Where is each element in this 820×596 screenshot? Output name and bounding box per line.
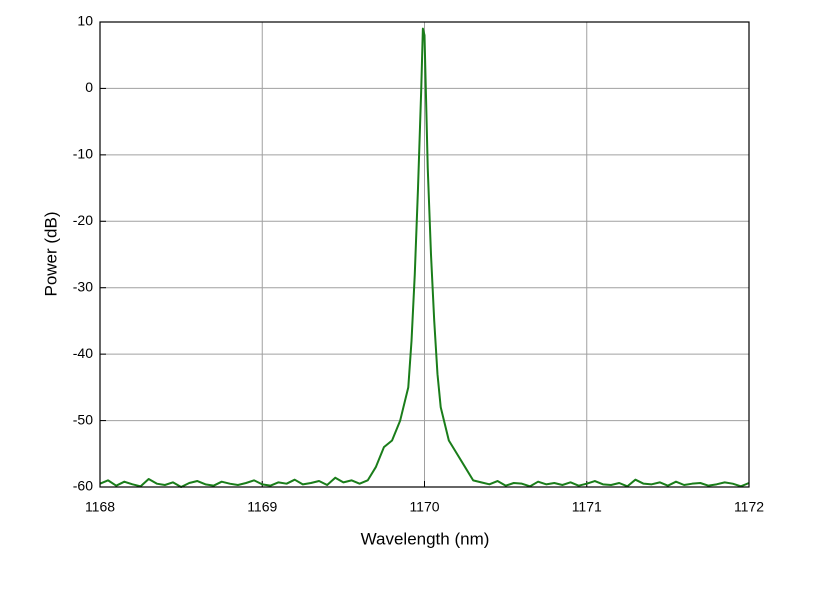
x-tick-label: 1168 bbox=[85, 499, 115, 515]
y-tick-label: -20 bbox=[73, 212, 93, 228]
y-tick-label: -10 bbox=[73, 146, 93, 162]
y-axis-label: Power (dB) bbox=[41, 211, 60, 296]
x-tick-label: 1170 bbox=[409, 499, 439, 515]
x-axis-label: Wavelength (nm) bbox=[361, 529, 490, 548]
y-tick-label: 0 bbox=[85, 79, 93, 95]
y-tick-label: 10 bbox=[77, 13, 93, 29]
plot-frame bbox=[99, 21, 750, 488]
y-tick-label: -50 bbox=[73, 411, 93, 427]
x-tick-label: 1172 bbox=[734, 499, 764, 515]
x-tick-label: 1171 bbox=[572, 499, 602, 515]
y-tick-label: -60 bbox=[73, 478, 93, 494]
data-line bbox=[99, 27, 750, 488]
x-tick-label: 1169 bbox=[247, 499, 277, 515]
y-tick-label: -40 bbox=[73, 345, 93, 361]
y-tick-label: -30 bbox=[73, 278, 93, 294]
